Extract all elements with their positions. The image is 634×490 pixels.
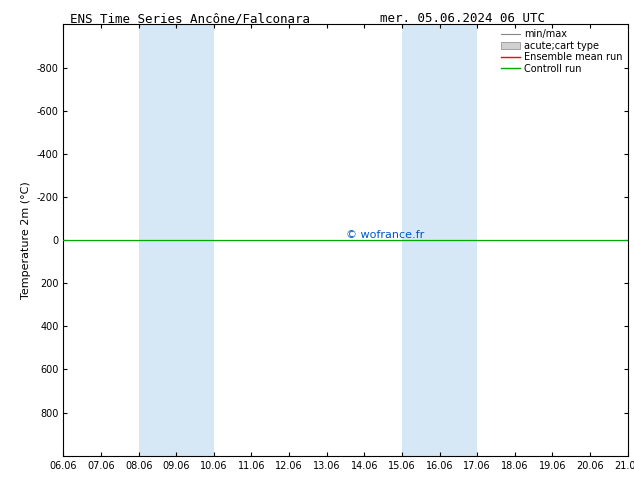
Text: ENS Time Series Ancône/Falconara: ENS Time Series Ancône/Falconara [70,12,310,25]
Legend: min/max, acute;cart type, Ensemble mean run, Controll run: min/max, acute;cart type, Ensemble mean … [499,27,624,75]
Bar [139,24,214,456]
Text: mer. 05.06.2024 06 UTC: mer. 05.06.2024 06 UTC [380,12,545,25]
Y-axis label: Temperature 2m (°C): Temperature 2m (°C) [21,181,31,299]
Bar [402,24,477,456]
Text: © wofrance.fr: © wofrance.fr [346,230,424,240]
